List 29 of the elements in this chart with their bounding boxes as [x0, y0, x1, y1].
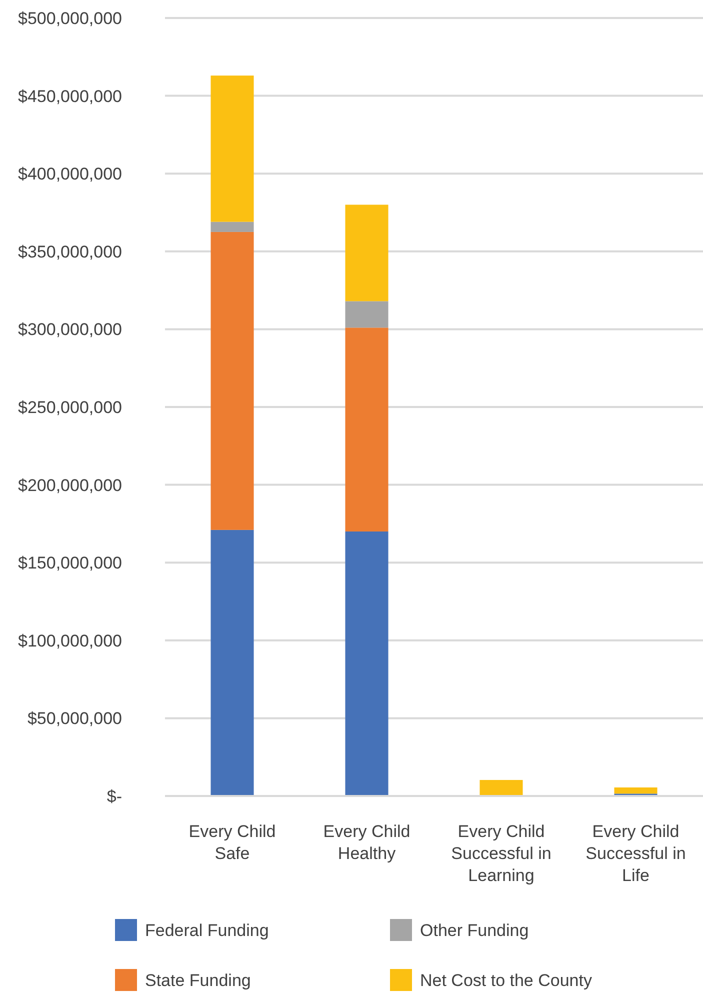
x-tick-label: Every Child Safe — [188, 822, 276, 863]
legend-label: Federal Funding — [145, 920, 269, 940]
bar — [210, 530, 254, 796]
bar — [210, 76, 254, 222]
y-tick-label: $- — [106, 786, 122, 806]
y-tick-label: $200,000,000 — [18, 476, 122, 495]
legend-label: Other Funding — [420, 920, 529, 940]
bar — [210, 222, 254, 232]
y-tick-label: $350,000,000 — [18, 242, 122, 262]
y-tick-label: $100,000,000 — [18, 631, 122, 650]
bar — [345, 531, 388, 796]
y-tick-label: $400,000,000 — [18, 164, 122, 184]
y-tick-label: $500,000,000 — [18, 8, 122, 28]
bar — [480, 780, 523, 796]
x-tick-label: Every Child Successful in Life — [586, 822, 686, 885]
legend-label: State Funding — [145, 970, 251, 990]
y-tick-label: $450,000,000 — [18, 86, 122, 106]
y-tick-label: $250,000,000 — [18, 398, 122, 417]
x-tick-label: Every Child Healthy — [323, 822, 410, 863]
y-tick-label: $300,000,000 — [18, 320, 122, 340]
x-tick-label: Every Child Successful in Learning — [451, 822, 552, 885]
bar — [345, 328, 388, 532]
bar — [345, 204, 388, 302]
bar — [210, 232, 254, 530]
y-tick-label: $150,000,000 — [18, 554, 122, 573]
legend-label: Net Cost to the County — [420, 970, 592, 990]
y-tick-label: $50,000,000 — [27, 709, 122, 728]
bar — [614, 787, 658, 794]
bar — [345, 301, 388, 328]
